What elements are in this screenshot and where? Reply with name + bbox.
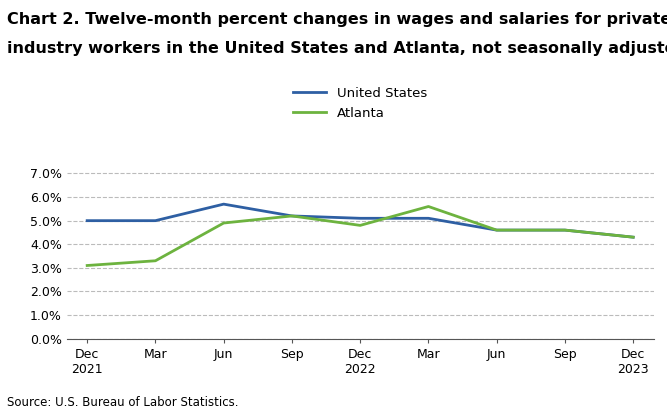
Text: Chart 2. Twelve-month percent changes in wages and salaries for private: Chart 2. Twelve-month percent changes in… xyxy=(7,12,667,27)
Text: industry workers in the United States and Atlanta, not seasonally adjusted: industry workers in the United States an… xyxy=(7,41,667,56)
Text: Source: U.S. Bureau of Labor Statistics.: Source: U.S. Bureau of Labor Statistics. xyxy=(7,396,238,409)
Legend: United States, Atlanta: United States, Atlanta xyxy=(293,87,427,120)
